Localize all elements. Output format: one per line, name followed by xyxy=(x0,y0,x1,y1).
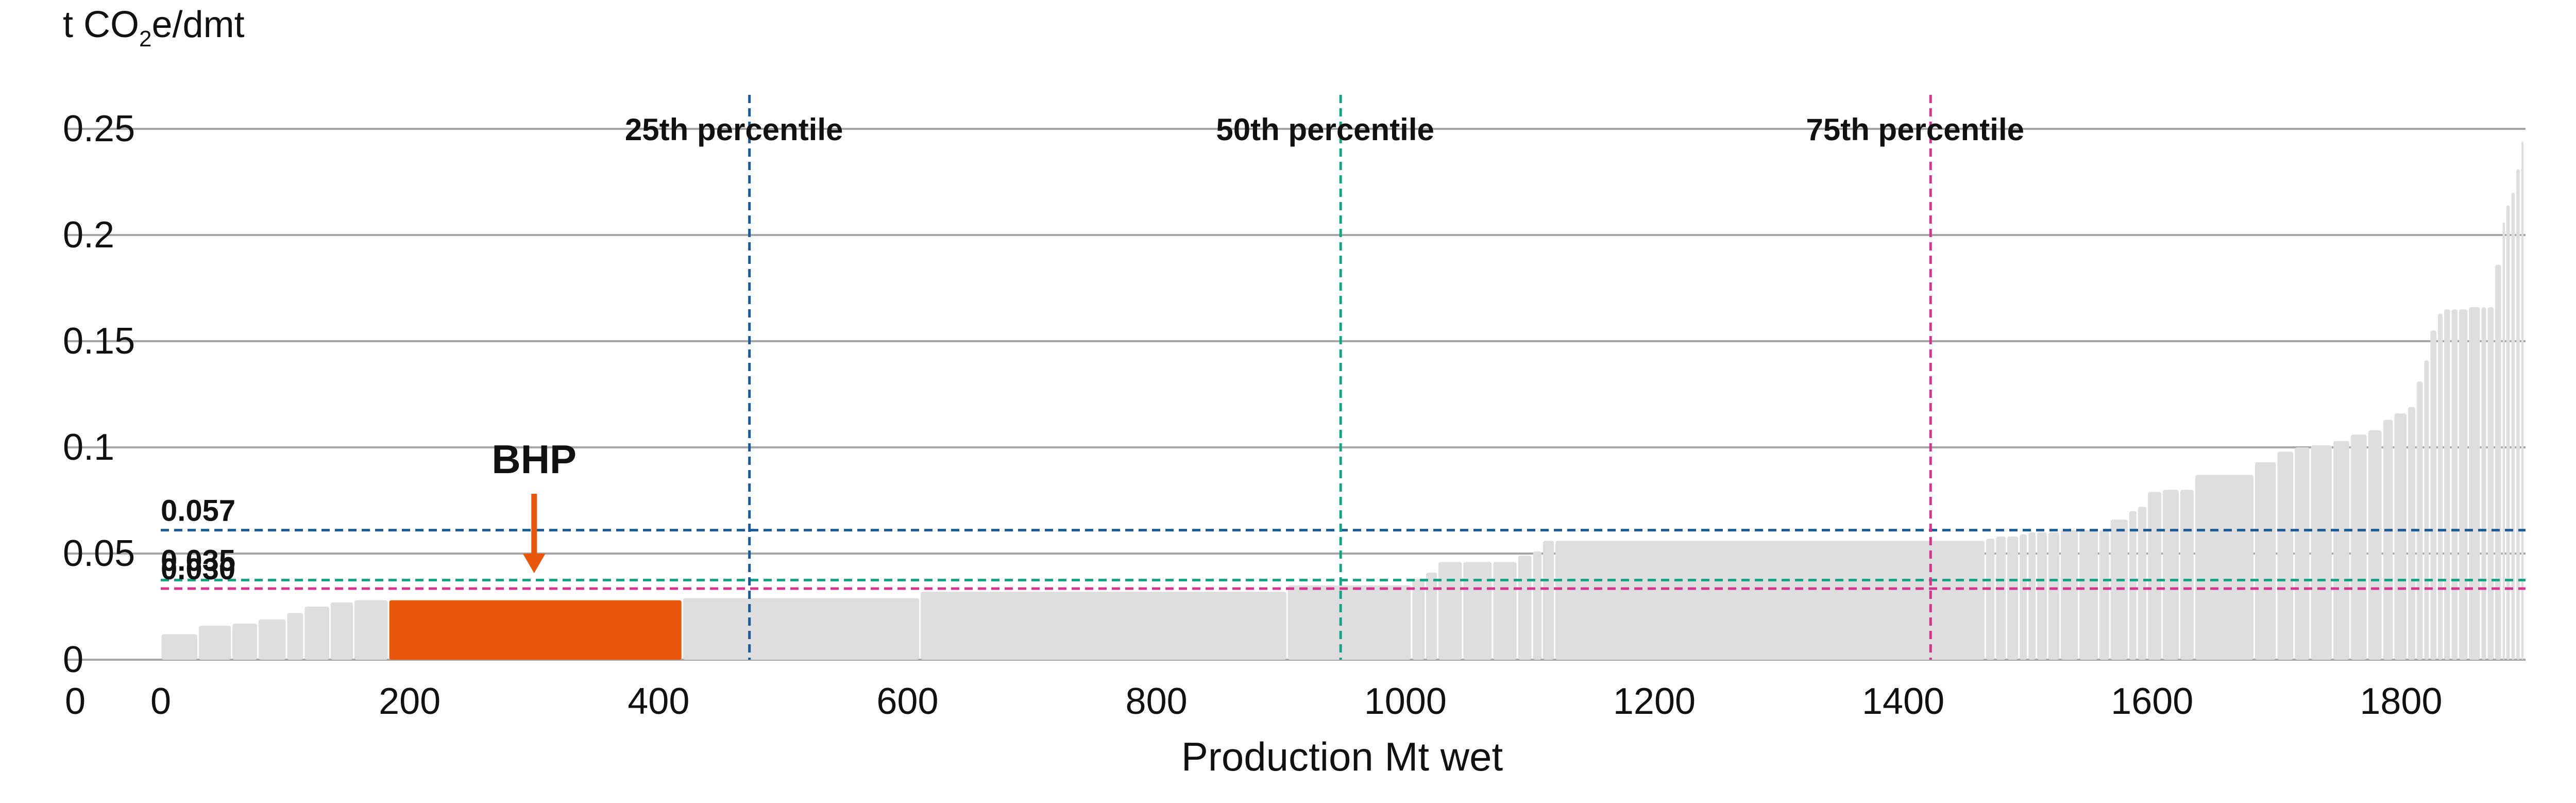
bar xyxy=(2451,309,2458,660)
bar xyxy=(1996,537,2006,660)
bar xyxy=(2481,307,2486,660)
x-axis-title: Production Mt wet xyxy=(1181,734,1503,779)
bar xyxy=(683,598,920,660)
bar xyxy=(2138,507,2147,660)
bar xyxy=(2394,413,2406,660)
bar xyxy=(2037,532,2047,660)
x-tick-label: 800 xyxy=(1126,681,1188,722)
reference-line-label: 0.057 xyxy=(161,494,235,528)
percentile-label: 25th percentile xyxy=(625,112,843,147)
bar xyxy=(2195,475,2253,660)
x-tick-label: 1400 xyxy=(1862,681,1944,722)
bar xyxy=(2295,447,2310,660)
percentile-label: 50th percentile xyxy=(1216,112,1434,147)
bar xyxy=(2148,492,2162,660)
bar xyxy=(1438,562,1462,660)
reference-line-label: 0.030 xyxy=(161,553,235,586)
bar xyxy=(2129,511,2137,660)
bar xyxy=(1463,562,1492,660)
bar xyxy=(2255,462,2276,660)
y-tick-label: 0.05 xyxy=(63,533,135,574)
y-tick-label: 0.15 xyxy=(63,321,135,362)
bar xyxy=(2511,192,2515,660)
bar xyxy=(354,600,388,660)
bar xyxy=(2007,537,2019,660)
bar xyxy=(2020,534,2027,660)
y-axis-title-pre: t CO xyxy=(63,4,139,45)
bar xyxy=(2516,169,2520,660)
bar xyxy=(1543,541,1554,660)
x-tick-labels: 0 0 200 400 600 800 1000 1200 1400 1600 1800 xyxy=(65,681,2443,722)
percentile-label: 75th percentile xyxy=(1806,112,2025,147)
bar xyxy=(2180,490,2194,660)
bar xyxy=(1533,551,1542,660)
bar xyxy=(2060,530,2078,660)
x-tick-label: 600 xyxy=(876,681,938,722)
bar xyxy=(2506,205,2510,660)
x-tick-label: 1800 xyxy=(2360,681,2442,722)
bar xyxy=(1986,539,1995,660)
percentile-lines: 25th percentile 50th percentile 75th perce… xyxy=(625,95,2024,660)
bar xyxy=(2416,381,2423,660)
y-axis-title-post: e/dmt xyxy=(152,4,245,45)
bar xyxy=(1518,556,1532,660)
bar xyxy=(2311,445,2332,660)
bar xyxy=(232,623,257,660)
bar xyxy=(2430,330,2436,660)
bar xyxy=(2495,264,2501,660)
bar xyxy=(921,592,1286,660)
bar xyxy=(2459,309,2468,660)
bar xyxy=(1426,573,1437,660)
bar xyxy=(2028,532,2036,660)
bar xyxy=(198,626,231,660)
bar xyxy=(2350,434,2367,660)
bar xyxy=(2469,307,2480,660)
bar xyxy=(304,607,330,660)
x-tick-label: 400 xyxy=(628,681,689,722)
bar-bhp xyxy=(389,600,682,660)
y-tick-label: 0.25 xyxy=(63,108,135,149)
bar xyxy=(2383,420,2393,660)
bar xyxy=(1412,579,1425,660)
bar xyxy=(2277,451,2294,660)
bar xyxy=(1555,541,1985,660)
x-tick-label: 1200 xyxy=(1613,681,1696,722)
bar xyxy=(2437,313,2443,660)
bar xyxy=(2079,530,2098,660)
y-axis-origin-label: 0 xyxy=(65,681,86,722)
y-tick-label: 0 xyxy=(63,639,83,680)
bar xyxy=(2048,532,2059,660)
bar xyxy=(287,613,303,660)
x-tick-label: 200 xyxy=(379,681,440,722)
bar xyxy=(2502,222,2505,660)
reference-line-label: 0.035 xyxy=(161,544,235,578)
bar xyxy=(2444,309,2450,660)
bar xyxy=(2163,490,2179,660)
bar xyxy=(2408,407,2415,660)
bar xyxy=(1287,585,1411,660)
y-axis-title-sub: 2 xyxy=(139,26,151,52)
x-tick-label: 0 xyxy=(150,681,171,722)
bar xyxy=(2368,430,2382,660)
bar xyxy=(161,634,197,660)
y-tick-label: 0.2 xyxy=(63,214,114,256)
bhp-arrow-head xyxy=(522,554,546,573)
x-tick-label: 1000 xyxy=(1364,681,1447,722)
bar xyxy=(1493,562,1517,660)
bars xyxy=(161,141,2524,660)
y-tick-label: 0.1 xyxy=(63,427,114,468)
bar xyxy=(258,619,286,660)
y-tick-labels: 0 0.05 0.1 0.15 0.2 0.25 xyxy=(63,108,135,680)
bar xyxy=(2424,360,2429,660)
x-tick-label: 1600 xyxy=(2111,681,2193,722)
bar xyxy=(331,602,353,660)
y-axis-title: t CO2e/dmt xyxy=(63,4,245,52)
bar xyxy=(2521,141,2524,660)
bar xyxy=(2333,441,2349,660)
bar xyxy=(2099,530,2109,660)
bar xyxy=(2487,307,2494,660)
bhp-label: BHP xyxy=(492,437,577,482)
